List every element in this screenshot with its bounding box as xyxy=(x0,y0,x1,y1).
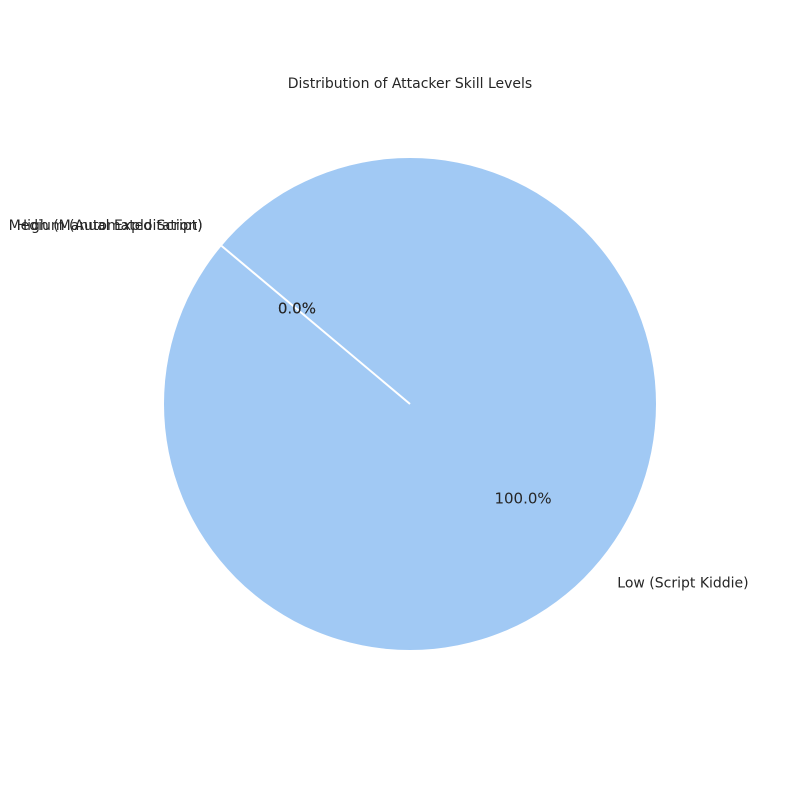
slice-pct-high-manual-exploitation: 0.0% xyxy=(278,300,316,318)
pie-slices xyxy=(164,158,656,650)
slice-pct-medium-automated-script: 0.0% xyxy=(278,300,316,318)
pie-labels: Low (Script Kiddie) 100.0% Medium (Automat… xyxy=(9,218,749,591)
slice-label-low-script-kiddie: Low (Script Kiddie) xyxy=(617,576,748,592)
slice-pct-low-script-kiddie: 100.0% xyxy=(494,489,551,507)
chart-title: Distribution of Attacker Skill Levels xyxy=(288,76,532,92)
slice-label-high-manual-exploitation: High (Manual Exploitation) xyxy=(17,218,203,234)
slice-label-medium-automated-script: Medium (Automated Script) xyxy=(9,218,203,234)
slice-edge xyxy=(220,245,411,405)
